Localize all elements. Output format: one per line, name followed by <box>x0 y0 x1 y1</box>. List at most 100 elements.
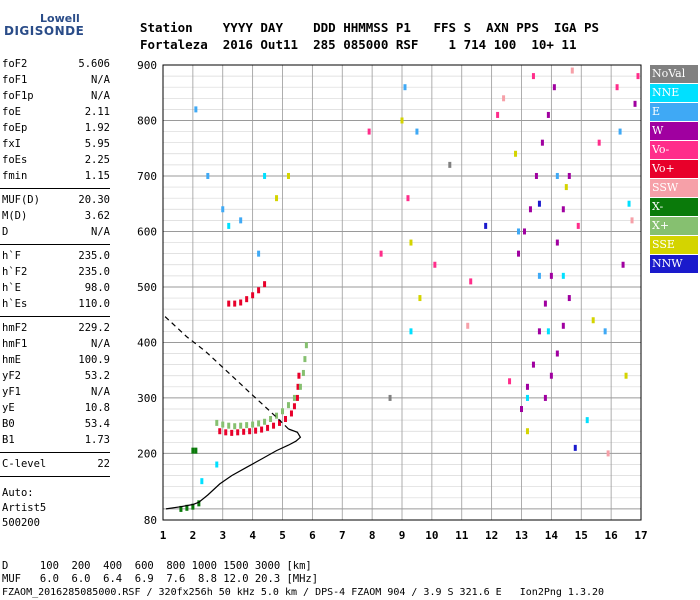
x-tick-label: 1 <box>160 529 167 542</box>
header-labels: Station YYYY DAY DDD HHMMSS P1 FFS S AXN… <box>140 20 600 35</box>
param-row: hmE 100.9 <box>0 354 110 370</box>
echo-point-ssw <box>466 322 470 329</box>
param-row: D N/A <box>0 226 110 242</box>
echo-point-vo- <box>230 429 234 436</box>
echo-point-sse <box>564 184 568 191</box>
param-row: h`F2 235.0 <box>0 266 110 282</box>
param-name: foF2 <box>2 58 28 70</box>
echo-point-noval <box>448 161 452 168</box>
echo-point-vo- <box>251 292 255 299</box>
x-tick-label: 13 <box>515 529 528 542</box>
legend-item-ssw: SSW <box>650 179 698 197</box>
auto-artist: Artist5 <box>2 502 47 514</box>
param-value: N/A <box>91 90 110 102</box>
echo-point-w <box>549 372 553 379</box>
logo-top-text: Lowell <box>40 12 80 25</box>
param-row: h`E 98.0 <box>0 282 110 298</box>
param-value: 110.0 <box>78 298 110 310</box>
echo-point-nne <box>200 478 204 485</box>
echo-point-vo- <box>257 287 261 294</box>
param-value: 1.73 <box>84 434 110 446</box>
echo-point-x- <box>304 342 308 349</box>
echo-point-e <box>257 250 261 257</box>
echo-point-w <box>552 84 556 91</box>
param-name: B1 <box>2 434 15 446</box>
echo-point-sse <box>409 239 413 246</box>
echo-point-e <box>239 217 243 224</box>
echo-point-nnw <box>573 444 577 451</box>
echo-point-ssw <box>630 217 634 224</box>
x-tick-label: 6 <box>309 529 316 542</box>
echo-point-x- <box>301 369 305 376</box>
echo-point-nne <box>546 328 550 335</box>
echo-point-vo- <box>469 278 473 285</box>
param-name: h`E <box>2 282 21 294</box>
param-name: M(D) <box>2 210 28 222</box>
param-row: fxI 5.95 <box>0 138 110 154</box>
param-value: 1.15 <box>84 170 110 182</box>
echo-point-sse <box>286 172 290 179</box>
echo-point-vo- <box>296 383 300 390</box>
echo-point-nnw <box>537 200 541 207</box>
echo-point-ssw <box>502 95 506 102</box>
param-value: N/A <box>91 338 110 350</box>
echo-point-ssw <box>570 67 574 74</box>
echo-point-w <box>546 111 550 118</box>
echo-point-vo- <box>433 261 437 268</box>
echo-point-w <box>522 228 526 235</box>
echo-point-x- <box>251 421 255 428</box>
param-name: yF2 <box>2 370 21 382</box>
echo-point-vo- <box>508 378 512 385</box>
param-row: yF1 N/A <box>0 386 110 402</box>
echo-point-e <box>206 172 210 179</box>
param-value: 20.30 <box>78 194 110 206</box>
echo-point-x- <box>239 422 243 429</box>
param-separator <box>0 188 110 189</box>
param-value: 2.11 <box>84 106 110 118</box>
echo-point-vo- <box>239 299 243 306</box>
param-value: 229.2 <box>78 322 110 334</box>
param-row: h`F 235.0 <box>0 250 110 266</box>
echo-point-nne <box>525 394 529 401</box>
echo-point-w <box>555 239 559 246</box>
x-tick-label: 2 <box>190 529 197 542</box>
param-name: yE <box>2 402 15 414</box>
echo-point-e <box>618 128 622 135</box>
echo-point-w <box>540 139 544 146</box>
legend-item-e: E <box>650 103 698 121</box>
param-name: fmin <box>2 170 28 182</box>
legend-item-vo-: Vo- <box>650 141 698 159</box>
header-values: Fortaleza 2016 Out11 285 085000 RSF 1 71… <box>140 37 577 52</box>
auto-version: 500200 <box>2 517 40 529</box>
param-separator <box>0 452 110 453</box>
param-row: foEp 1.92 <box>0 122 110 138</box>
echo-point-w <box>561 206 565 213</box>
echo-point-sse <box>275 195 279 202</box>
x-tick-label: 17 <box>634 529 647 542</box>
param-name: D <box>2 226 9 238</box>
param-row: M(D) 3.62 <box>0 210 110 226</box>
x-tick-label: 16 <box>605 529 619 542</box>
echo-point-x- <box>286 402 290 409</box>
echo-point-vo- <box>272 422 276 429</box>
echo-point-vo- <box>242 428 246 435</box>
x-tick-label: 11 <box>455 529 469 542</box>
echo-point-sse <box>525 428 529 435</box>
echo-point-nne <box>585 417 589 424</box>
echo-point-nne <box>627 200 631 207</box>
echo-point-x- <box>221 421 225 428</box>
param-row: MUF(D) 20.30 <box>0 194 110 210</box>
param-value: N/A <box>91 386 110 398</box>
echo-point-vo- <box>218 428 222 435</box>
legend-item-nnw: NNW <box>650 255 698 273</box>
y-tick-label: 400 <box>137 336 157 349</box>
echo-point-w <box>567 172 571 179</box>
param-name: foF1p <box>2 90 34 102</box>
param-name: h`F <box>2 250 21 262</box>
param-separator <box>0 316 110 317</box>
echo-point-x- <box>227 422 231 429</box>
legend-item-sse: SSE <box>650 236 698 254</box>
echo-point-x- <box>298 383 302 390</box>
y-tick-label: 600 <box>137 225 157 238</box>
echo-point-e <box>194 106 198 113</box>
